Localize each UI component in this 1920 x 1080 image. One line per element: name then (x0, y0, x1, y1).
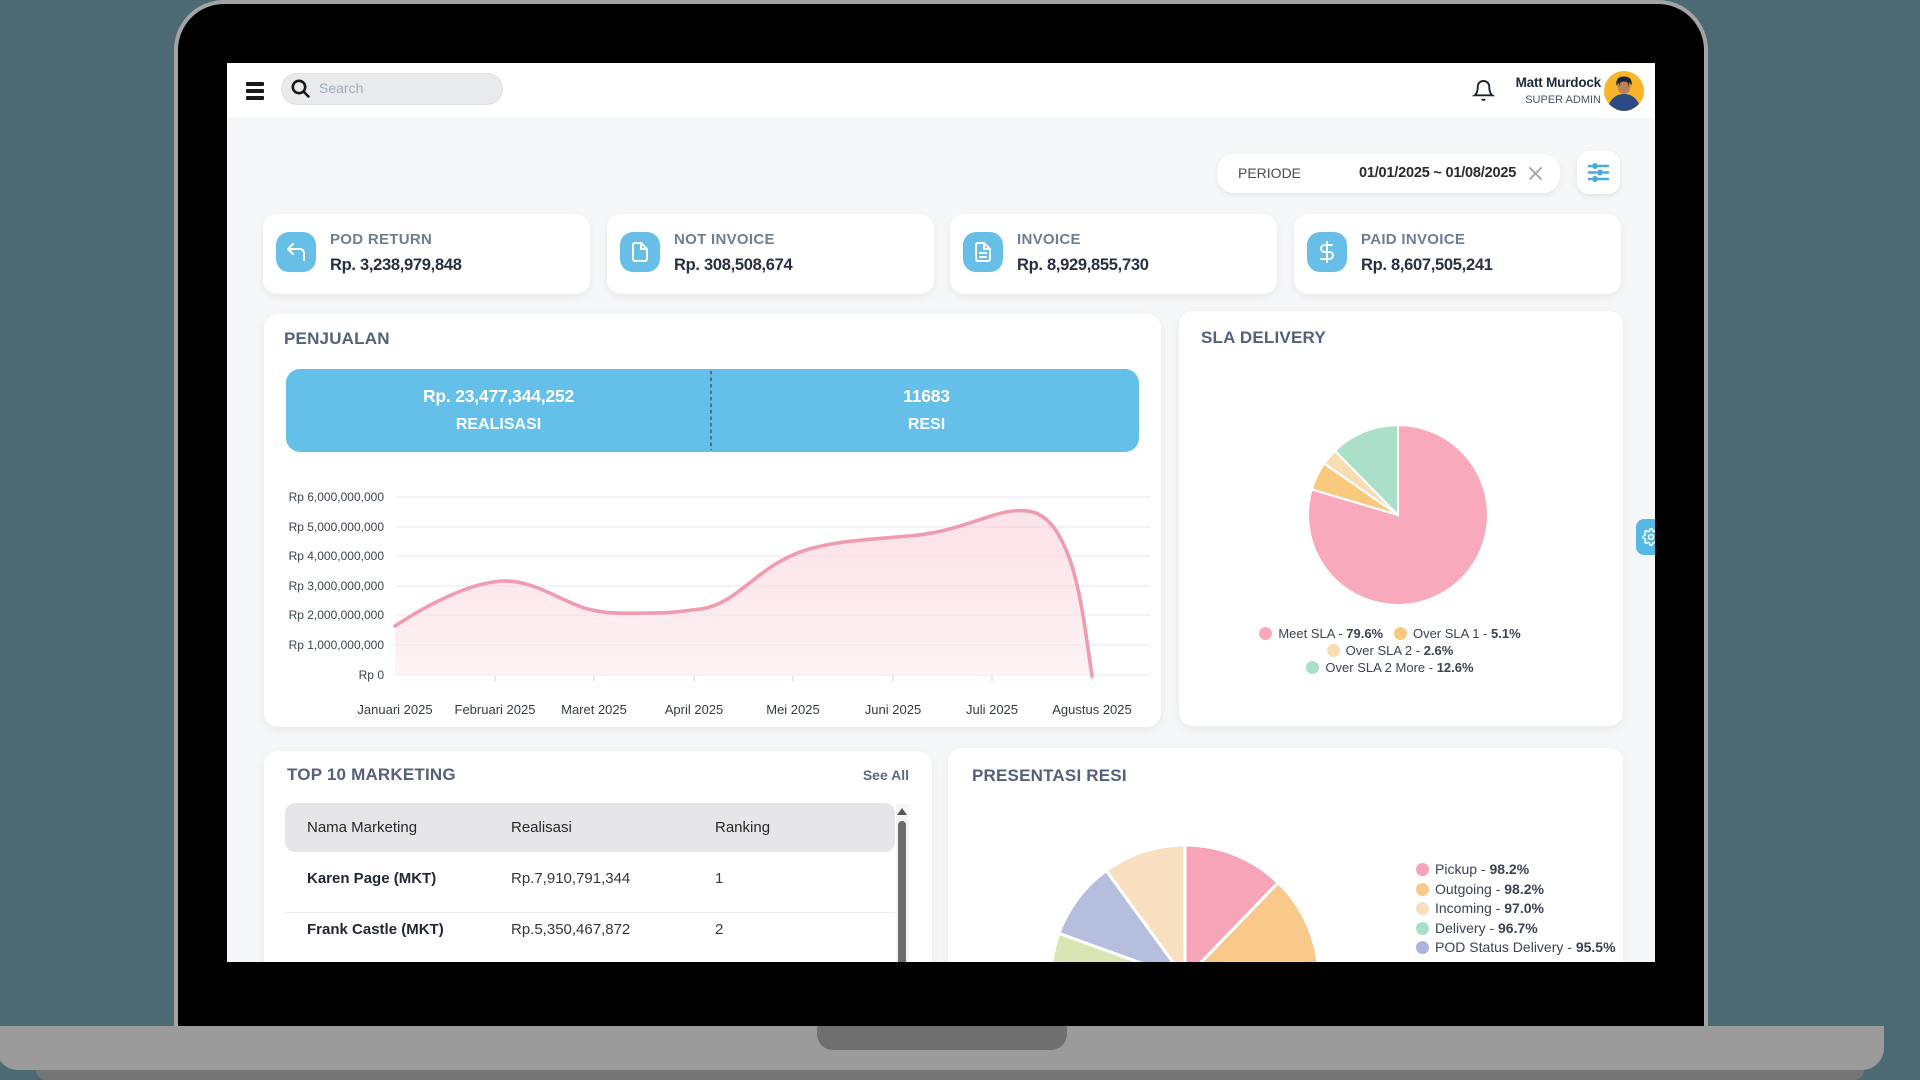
svg-text:Rp 1,000,000,000: Rp 1,000,000,000 (289, 638, 385, 652)
svg-text:Rp 0: Rp 0 (359, 668, 385, 682)
svg-text:Rp 3,000,000,000: Rp 3,000,000,000 (289, 579, 385, 593)
svg-text:Rp 5,000,000,000: Rp 5,000,000,000 (289, 520, 385, 534)
svg-text:Rp 2,000,000,000: Rp 2,000,000,000 (289, 608, 385, 622)
svg-text:Rp 4,000,000,000: Rp 4,000,000,000 (289, 549, 385, 563)
svg-text:Rp 6,000,000,000: Rp 6,000,000,000 (289, 490, 385, 504)
